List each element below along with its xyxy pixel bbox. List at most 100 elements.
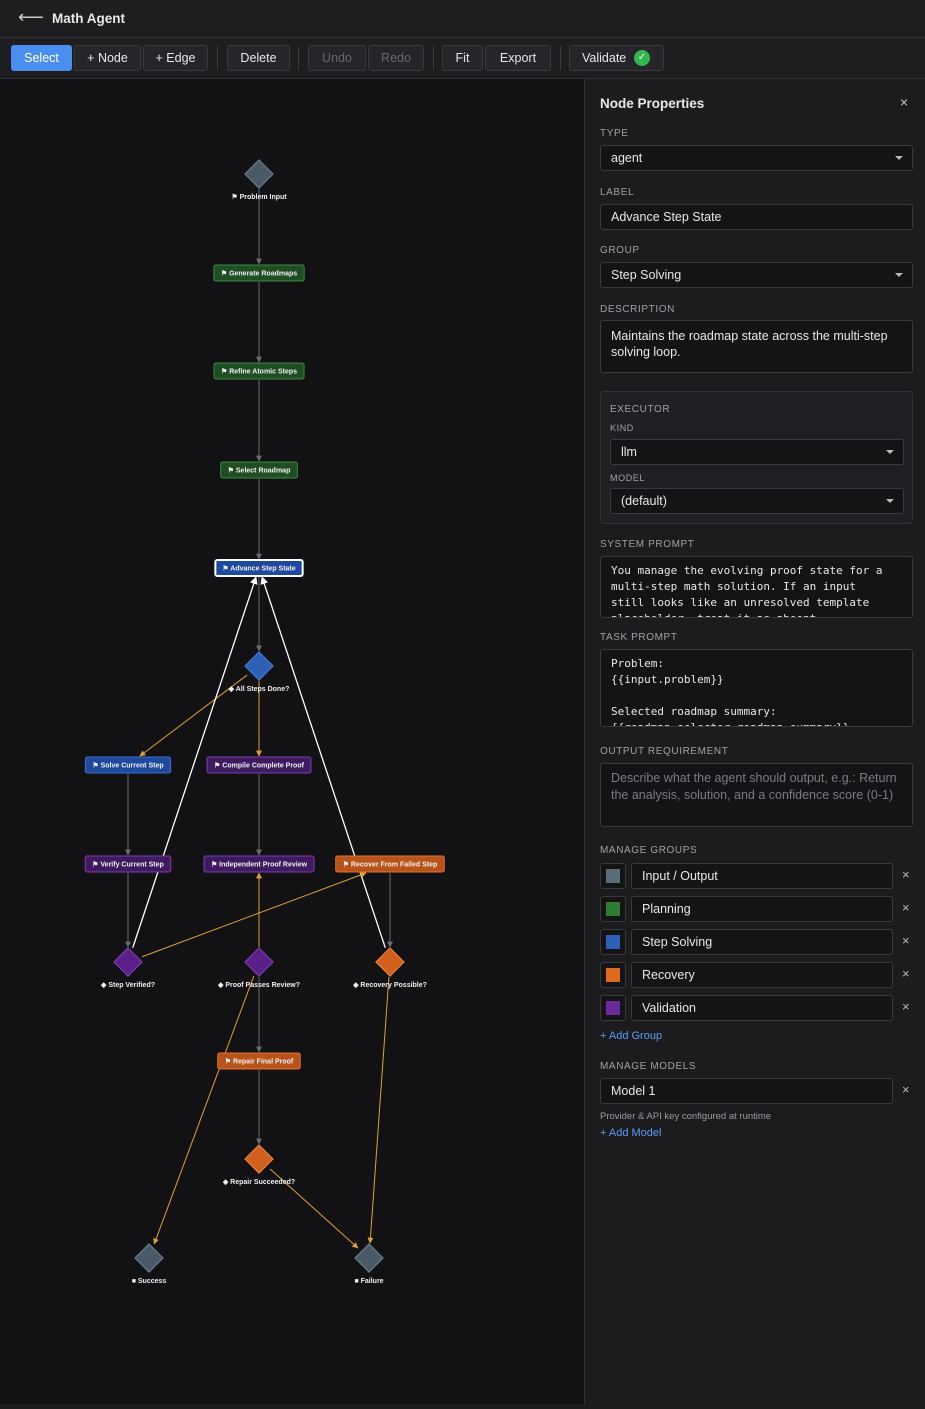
group-name-input[interactable]: Planning	[631, 896, 893, 922]
toolbar: Select + Node + Edge Delete Undo Redo Fit Expor…	[0, 38, 925, 79]
node-label: ⚑ Recover From Failed Step	[343, 861, 438, 869]
toolbar-button[interactable]: Validate ✓	[569, 45, 664, 71]
group-color-swatch[interactable]	[600, 929, 626, 955]
graph-node[interactable]: ⚑ Problem Input	[231, 159, 287, 201]
group-color-swatch[interactable]	[600, 962, 626, 988]
node-label: ⚑ Refine Atomic Steps	[221, 368, 297, 376]
app-title: Math Agent	[52, 11, 125, 26]
node-diamond	[375, 947, 405, 977]
toolbar-button[interactable]: + Node	[74, 45, 141, 71]
graph-node[interactable]: ⚑ Solve Current Step	[84, 756, 172, 774]
node-label: ⚑ Advance Step State	[222, 565, 295, 573]
group-name-input[interactable]: Input / Output	[631, 863, 893, 889]
node-box	[213, 264, 305, 282]
add-model-button[interactable]: + Add Model	[600, 1127, 662, 1139]
graph-edge[interactable]	[153, 975, 255, 1245]
field-label: SYSTEM PROMPT	[600, 539, 695, 550]
field-label: MANAGE MODELS	[600, 1061, 697, 1072]
node-label: ⚑ Independent Proof Review	[211, 861, 308, 869]
button-label: Fit	[455, 51, 470, 65]
button-label: + Node	[87, 51, 128, 65]
toolbar-button[interactable]: + Edge	[143, 45, 208, 71]
node-diamond	[244, 159, 274, 189]
graph-node[interactable]: ⚑ Select Roadmap	[220, 461, 298, 479]
group-color-swatch[interactable]	[600, 896, 626, 922]
group-name-input[interactable]: Validation	[631, 995, 893, 1021]
valid-icon: ✓	[634, 50, 650, 66]
toolbar-button: Redo	[368, 45, 424, 71]
task-prompt-input[interactable]: Problem: {{input.problem}} Selected road…	[600, 649, 913, 727]
model-select[interactable]: (default)	[610, 488, 904, 514]
graph-node[interactable]: ◆ Step Verified?	[100, 947, 155, 989]
output-requirement-input[interactable]: Describe what the agent should output, e…	[600, 763, 913, 827]
button-label: Select	[24, 51, 59, 65]
edge-layer	[125, 189, 393, 1249]
field-label: GROUP	[600, 245, 640, 256]
add-group-button[interactable]: + Add Group	[600, 1030, 663, 1042]
node-label: ◆ Repair Succeeded?	[222, 1179, 295, 1186]
remove-group-button[interactable]: ×	[902, 933, 910, 948]
close-button[interactable]: ×	[900, 94, 909, 110]
toolbar-button[interactable]: Select	[11, 45, 72, 71]
node-box	[220, 461, 298, 479]
graph-node[interactable]: ◆ Recovery Possible?	[352, 947, 427, 989]
remove-model-button[interactable]: ×	[902, 1082, 910, 1097]
kind-select[interactable]: llm	[610, 439, 904, 465]
graph-edge[interactable]	[260, 576, 386, 948]
remove-group-button[interactable]: ×	[902, 900, 910, 915]
back-button[interactable]: ⟵	[18, 7, 44, 27]
graph-node[interactable]: ⚑ Independent Proof Review	[203, 855, 315, 873]
group-name-input[interactable]: Recovery	[631, 962, 893, 988]
graph-edge[interactable]	[141, 872, 367, 958]
graph-node[interactable]: ⚑ Verify Current Step	[84, 855, 172, 873]
type-select[interactable]: agent	[600, 145, 913, 171]
node-box	[214, 559, 304, 577]
graph-node[interactable]: ⚑ Recover From Failed Step	[335, 855, 445, 873]
graph-node[interactable]: ◆ All Steps Done?	[228, 651, 290, 693]
system-prompt-input[interactable]: You manage the evolving proof state for …	[600, 556, 913, 618]
graph-node[interactable]: ■ Failure	[354, 1243, 384, 1285]
graph-edge[interactable]	[139, 674, 248, 757]
graph-node[interactable]: ⚑ Advance Step State	[214, 559, 304, 577]
node-label: ■ Failure	[354, 1278, 383, 1285]
button-label: Undo	[322, 51, 352, 65]
graph-node[interactable]: ⚑ Compile Complete Proof	[206, 756, 312, 774]
node-diamond	[244, 1144, 274, 1174]
header: ⟵ Math Agent	[0, 0, 925, 38]
group-name-input[interactable]: Step Solving	[631, 929, 893, 955]
toolbar-button[interactable]: Export	[485, 45, 551, 71]
node-diamond	[134, 1243, 164, 1273]
separator	[217, 46, 218, 70]
toolbar-button[interactable]: Fit	[442, 45, 483, 71]
group-color-swatch[interactable]	[600, 995, 626, 1021]
graph-node[interactable]: ⚑ Refine Atomic Steps	[213, 362, 305, 380]
toolbar-button[interactable]: Delete	[227, 45, 290, 71]
graph-node[interactable]: ⚑ Generate Roadmaps	[213, 264, 305, 282]
graph-node[interactable]: ◆ Repair Succeeded?	[222, 1144, 295, 1186]
node-diamond	[244, 947, 274, 977]
graph-node[interactable]: ◆ Proof Passes Review?	[217, 947, 300, 989]
description-input[interactable]: Maintains the roadmap state across the m…	[600, 320, 913, 373]
graph-node[interactable]: ■ Success	[132, 1243, 167, 1285]
button-label: Validate	[582, 51, 627, 65]
executor-box: EXECUTOR KIND llm MODEL (default)	[600, 391, 913, 524]
button-label: Redo	[381, 51, 411, 65]
graph-node[interactable]: ⚑ Repair Final Proof	[217, 1052, 301, 1070]
model-name-input[interactable]: Model 1	[600, 1078, 893, 1104]
group-color-swatch[interactable]	[600, 863, 626, 889]
graph-edge[interactable]	[367, 976, 390, 1244]
label-input[interactable]: Advance Step State	[600, 204, 913, 230]
remove-group-button[interactable]: ×	[902, 867, 910, 882]
graph-edge[interactable]	[132, 576, 258, 948]
node-label: ⚑ Select Roadmap	[228, 467, 291, 475]
models-hint: Provider & API key configured at runtime	[600, 1111, 772, 1122]
node-label: ◆ Step Verified?	[100, 982, 155, 989]
graph-edge[interactable]	[269, 1168, 359, 1249]
group-select[interactable]: Step Solving	[600, 262, 913, 288]
node-diamond	[354, 1243, 384, 1273]
remove-group-button[interactable]: ×	[902, 966, 910, 981]
node-box	[84, 756, 172, 774]
remove-group-button[interactable]: ×	[902, 999, 910, 1014]
